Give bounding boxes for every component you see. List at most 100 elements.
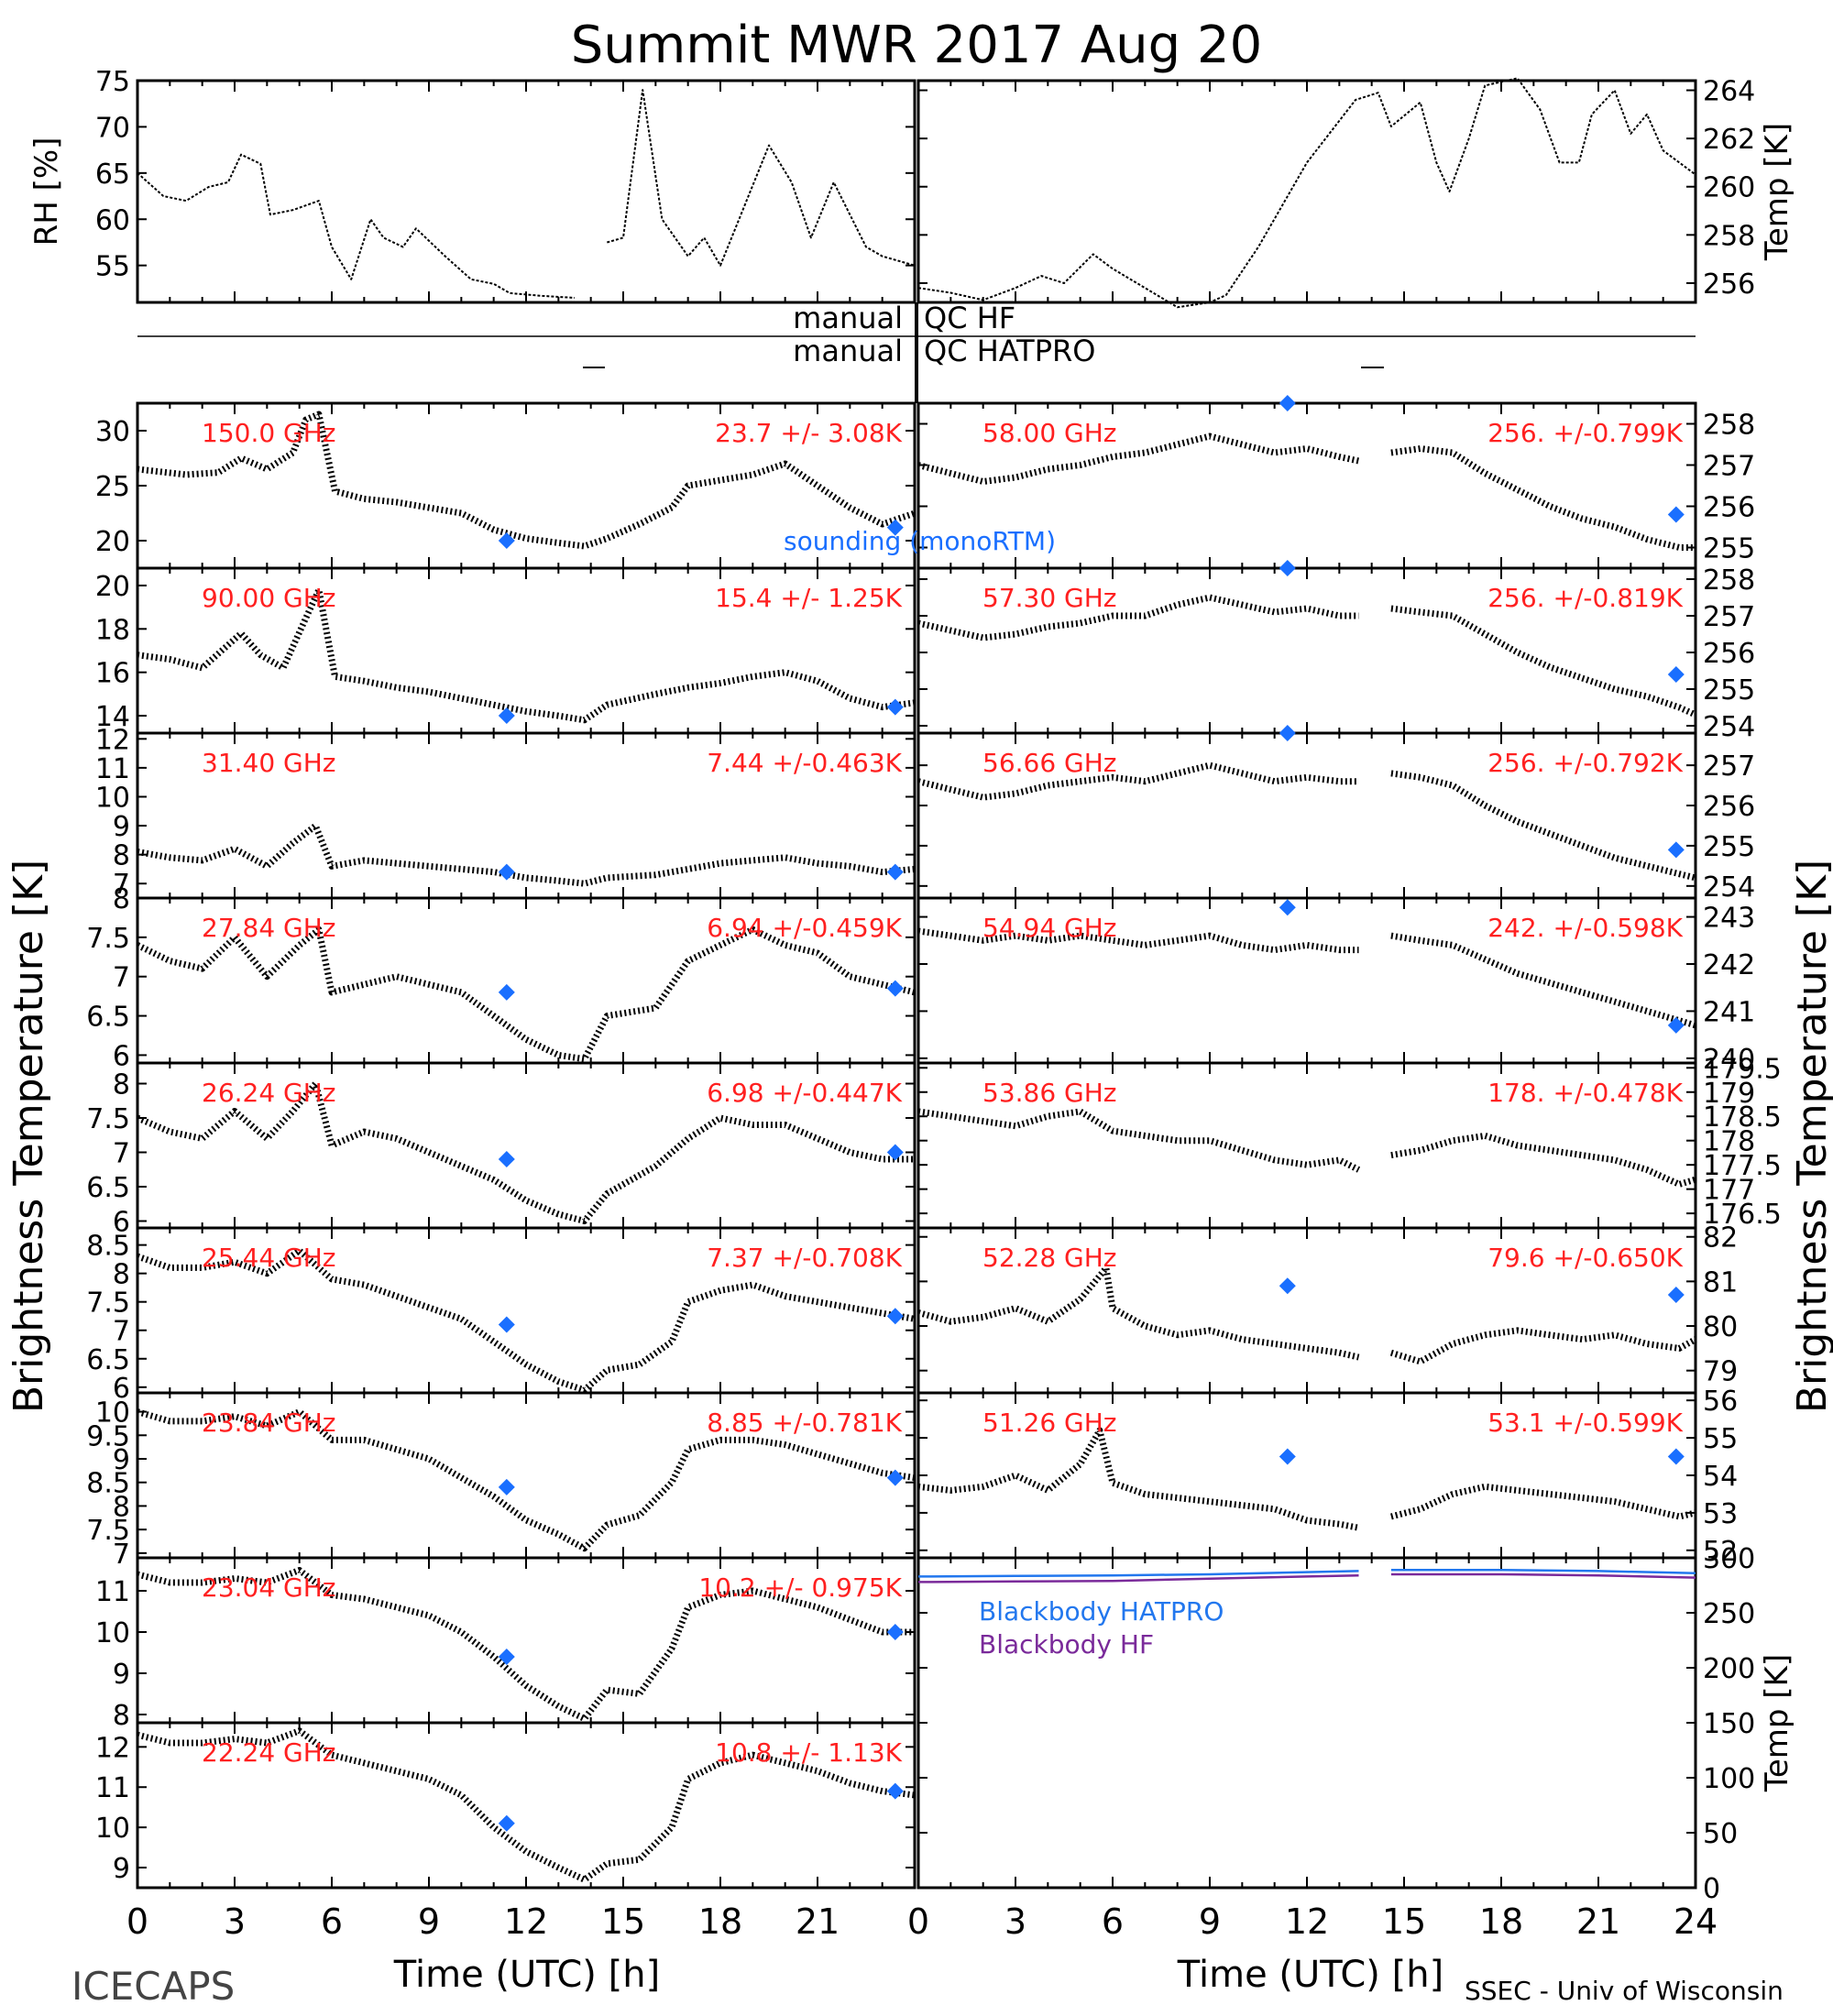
y-tick-label: 18 [95,614,130,646]
x-tick-label: 3 [1004,1901,1026,1942]
sounding-point [1667,506,1685,523]
y-tick-label: 6 [113,1207,130,1239]
y-tick-label: 7 [113,1316,130,1348]
panel-ch51: 52 53 54 55 56 51.26 GHz 53.1 +/-0.599K [916,1386,1738,1568]
channel-label: 150.0 GHz [202,418,336,448]
sounding-point [498,1478,515,1496]
sounding-point [498,532,515,549]
y-tick-label: 7.5 [86,1287,130,1320]
y-tick-label: 7.5 [86,923,130,955]
channel-stats: 242. +/-0.598K [1487,913,1683,943]
y-tick-label: 250 [1703,1598,1755,1630]
y-tick-label: 7.5 [86,1103,130,1135]
x-tick-label: 12 [1285,1901,1329,1942]
x-tick-label: 9 [1199,1901,1221,1942]
channel-stats: 256. +/-0.819K [1487,583,1683,613]
panel-y-axis-label: Temp [K] [1759,1654,1795,1792]
y-tick-label: 256 [1703,492,1755,524]
channel-label: 26.24 GHz [202,1078,336,1108]
legend-blackbody-hf: Blackbody HF [979,1629,1154,1660]
panel-frame [136,79,916,304]
sounding-point [498,863,515,881]
sounding-point [1667,841,1685,859]
y-tick-label: 52 [1703,1536,1738,1568]
y-tick-label: 10 [95,1813,130,1845]
y-tick-label: 7 [113,1539,130,1571]
series-ch150-line [137,411,916,550]
y-tick-label: 11 [95,1576,130,1608]
sounding-point [1667,1016,1685,1034]
sounding-point [886,519,904,536]
channel-stats: 256. +/-0.792K [1487,748,1683,778]
sounding-point [886,1144,904,1161]
panel-rh: 55 60 65 70 75 RH [%] [28,66,916,304]
channel-label: 54.94 GHz [982,913,1117,943]
y-tick-label: 260 [1703,172,1755,204]
series-ch23-line [137,1408,916,1552]
y-tick-label: 255 [1703,674,1755,707]
channel-stats: 10.8 +/- 1.13K [715,1737,902,1768]
y-tick-label: 100 [1703,1763,1755,1795]
y-tick-label: 256 [1703,791,1755,823]
sounding-point [886,863,904,881]
y-tick-label: 10 [95,1397,130,1430]
series-ch57-line [917,594,1697,718]
panel-ch57: 254 255 256 257 258 57.30 GHz 256. +/-0.819K [916,560,1755,743]
x-tick-label: 15 [601,1901,645,1942]
sounding-point [1279,1277,1296,1295]
y-tick-label: 9 [113,1659,130,1691]
channel-stats: 15.4 +/- 1.25K [715,583,902,613]
qc-manual-hatpro-label: manual [793,334,903,368]
legend-sounding: sounding (monoRTM) [784,526,1056,556]
x-tick-label: 21 [796,1901,840,1942]
y-tick-label: 65 [95,159,130,191]
y-tick-label: 8 [113,840,130,872]
channel-stats: 53.1 +/-0.599K [1487,1408,1683,1438]
footer-right: SSEC - Univ of Wisconsin [1465,1976,1784,2006]
channel-label: 27.84 GHz [202,913,336,943]
sounding-point [1279,725,1296,741]
channel-label: 53.86 GHz [982,1078,1117,1108]
y-tick-label: 0 [1703,1873,1720,1905]
x-axis-label-left: Time (UTC) [h] [393,1954,660,1996]
sounding-point [498,1151,515,1167]
series-ch22-line [137,1727,916,1883]
y-tick-label: 254 [1703,871,1755,904]
panel-ch27: 6 6.5 7 7.5 8 27.84 GHz 6.94 +/-0.459K [86,883,916,1072]
left-y-axis-label: Brightness Temperature [K] [5,860,52,1413]
sounding-point [1279,899,1296,916]
y-tick-label: 20 [95,526,130,558]
y-tick-label: 242 [1703,949,1755,981]
y-tick-label: 243 [1703,903,1755,935]
y-tick-label: 8.5 [86,1468,130,1500]
series-rh-line [137,89,916,299]
y-tick-label: 179 [1703,1078,1755,1110]
y-tick-label: 240 [1703,1044,1755,1076]
x-tick-label: 24 [1674,1901,1718,1942]
x-tick-label: 15 [1382,1901,1426,1942]
y-tick-label: 16 [95,658,130,690]
y-tick-label: 81 [1703,1266,1738,1298]
y-tick-label: 6.5 [86,1172,130,1204]
y-tick-label: 177 [1703,1175,1755,1207]
panel-ch90: 14 16 18 20 90.00 GHz 15.4 +/- 1.25K [95,566,916,735]
sounding-point [1279,1448,1296,1465]
x-tick-label: 6 [1102,1901,1124,1942]
y-tick-label: 25 [95,471,130,503]
x-tick-label: 18 [698,1901,742,1942]
panel-ch150: 20 25 30 150.0 GHz 23.7 +/- 3.08K [95,401,916,570]
series-ch23b-line [137,1567,915,1722]
panel-ch52: 79 80 81 82 52.28 GHz 79.6 +/-0.650K [916,1222,1738,1395]
y-tick-label: 257 [1703,451,1755,483]
channel-label: 56.66 GHz [982,748,1117,778]
sounding-point [886,1782,904,1800]
y-tick-label: 256 [1703,268,1755,301]
y-tick-label: 176.5 [1703,1199,1782,1231]
y-tick-label: 255 [1703,533,1755,565]
y-tick-label: 79 [1703,1356,1738,1388]
sounding-point [886,1308,904,1325]
sounding-point [886,1469,904,1486]
y-tick-label: 200 [1703,1653,1755,1685]
channel-stats: 8.85 +/-0.781K [707,1408,902,1438]
x-tick-label: 21 [1576,1901,1620,1942]
